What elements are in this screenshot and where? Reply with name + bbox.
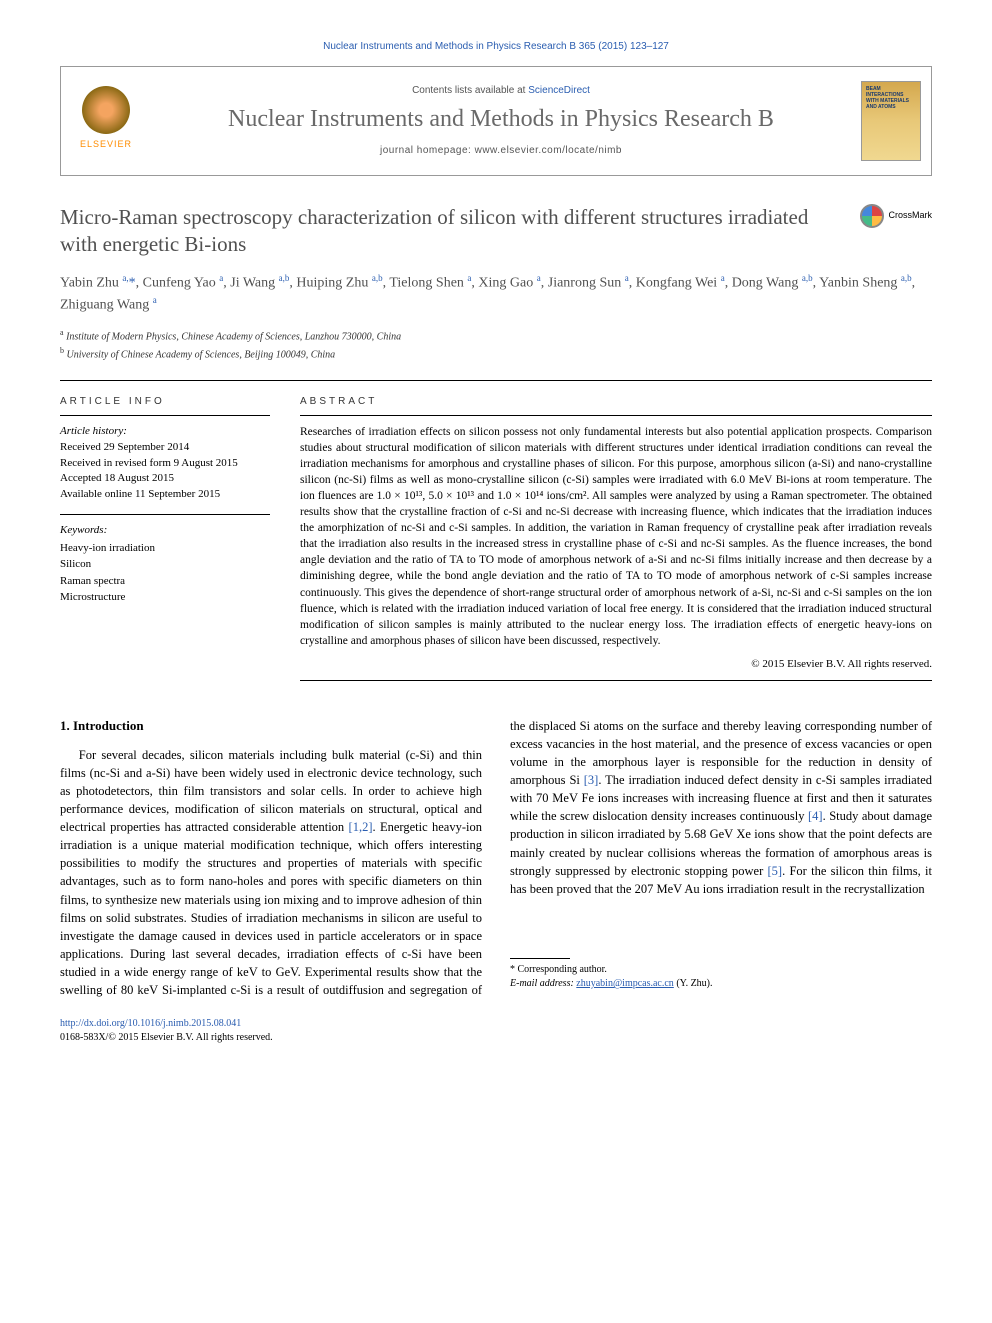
section-heading-introduction: 1. Introduction: [60, 717, 482, 736]
citation-link[interactable]: [5]: [768, 864, 783, 878]
history-label: Article history:: [60, 424, 270, 439]
journal-name: Nuclear Instruments and Methods in Physi…: [228, 103, 774, 135]
divider-rule: [60, 380, 932, 381]
keyword-item: Raman spectra: [60, 573, 270, 590]
homepage-url[interactable]: www.elsevier.com/locate/nimb: [475, 145, 622, 156]
corresponding-label: * Corresponding author.: [510, 963, 932, 977]
affiliation-item: a Institute of Modern Physics, Chinese A…: [60, 327, 932, 344]
homepage-prefix: journal homepage:: [380, 145, 475, 156]
masthead: ELSEVIER Contents lists available at Sci…: [60, 66, 932, 176]
masthead-center: Contents lists available at ScienceDirec…: [151, 67, 851, 175]
corresponding-email-link[interactable]: zhuyabin@impcas.ac.cn: [576, 978, 674, 989]
body-paragraph: For several decades, silicon materials i…: [60, 717, 932, 1000]
abstract-column: ABSTRACT Researches of irradiation effec…: [300, 395, 932, 689]
abstract-text: Researches of irradiation effects on sil…: [300, 424, 932, 649]
footnote-rule: [510, 958, 570, 959]
footer-block: http://dx.doi.org/10.1016/j.nimb.2015.08…: [60, 1017, 932, 1045]
corresponding-author-footnote: * Corresponding author. E-mail address: …: [510, 958, 932, 991]
abstract-rule: [300, 415, 932, 416]
abstract-heading: ABSTRACT: [300, 395, 932, 409]
journal-cover-thumbnail: BEAM INTERACTIONS WITH MATERIALS AND ATO…: [861, 81, 921, 161]
body-text-columns: 1. Introduction For several decades, sil…: [60, 717, 932, 1000]
publisher-logo-block: ELSEVIER: [61, 67, 151, 175]
page-container: Nuclear Instruments and Methods in Physi…: [0, 0, 992, 1085]
contents-list-line: Contents lists available at ScienceDirec…: [412, 84, 590, 98]
info-rule: [60, 415, 270, 416]
history-item: Received in revised form 9 August 2015: [60, 456, 270, 471]
elsevier-tree-icon: [82, 86, 130, 134]
doi-link[interactable]: http://dx.doi.org/10.1016/j.nimb.2015.08…: [60, 1018, 241, 1029]
issn-copyright-line: 0168-583X/© 2015 Elsevier B.V. All right…: [60, 1032, 273, 1043]
affiliation-item: b University of Chinese Academy of Scien…: [60, 345, 932, 362]
abstract-bottom-rule: [300, 680, 932, 681]
keywords-label: Keywords:: [60, 523, 270, 538]
email-line: E-mail address: zhuyabin@impcas.ac.cn (Y…: [510, 977, 932, 991]
info-rule: [60, 514, 270, 515]
crossmark-label: CrossMark: [888, 209, 932, 221]
article-info-heading: ARTICLE INFO: [60, 395, 270, 409]
history-item: Received 29 September 2014: [60, 440, 270, 455]
header-citation: Nuclear Instruments and Methods in Physi…: [60, 40, 932, 54]
elsevier-logo-text: ELSEVIER: [80, 138, 132, 150]
keywords-list: Heavy-ion irradiationSiliconRaman spectr…: [60, 540, 270, 606]
history-item: Available online 11 September 2015: [60, 487, 270, 502]
affiliations-block: a Institute of Modern Physics, Chinese A…: [60, 327, 932, 362]
info-abstract-row: ARTICLE INFO Article history: Received 2…: [60, 395, 932, 689]
keyword-item: Silicon: [60, 556, 270, 573]
crossmark-badge[interactable]: CrossMark: [860, 204, 932, 228]
authors-line: Yabin Zhu a,*, Cunfeng Yao a, Ji Wang a,…: [60, 272, 932, 315]
history-list: Received 29 September 2014Received in re…: [60, 440, 270, 502]
sciencedirect-link[interactable]: ScienceDirect: [528, 85, 590, 96]
journal-homepage-line: journal homepage: www.elsevier.com/locat…: [380, 144, 622, 158]
elsevier-logo: ELSEVIER: [76, 86, 136, 156]
crossmark-icon: [860, 204, 884, 228]
article-info-column: ARTICLE INFO Article history: Received 2…: [60, 395, 270, 689]
article-title: Micro-Raman spectroscopy characterizatio…: [60, 204, 840, 259]
history-item: Accepted 18 August 2015: [60, 471, 270, 486]
keyword-item: Microstructure: [60, 589, 270, 606]
citation-link[interactable]: [3]: [584, 773, 599, 787]
citation-link[interactable]: [4]: [808, 809, 823, 823]
citation-link[interactable]: [1,2]: [349, 820, 373, 834]
contents-prefix: Contents lists available at: [412, 85, 528, 96]
title-row: Micro-Raman spectroscopy characterizatio…: [60, 204, 932, 259]
abstract-copyright: © 2015 Elsevier B.V. All rights reserved…: [300, 657, 932, 672]
cover-thumb-block: BEAM INTERACTIONS WITH MATERIALS AND ATO…: [851, 67, 931, 175]
keyword-item: Heavy-ion irradiation: [60, 540, 270, 557]
